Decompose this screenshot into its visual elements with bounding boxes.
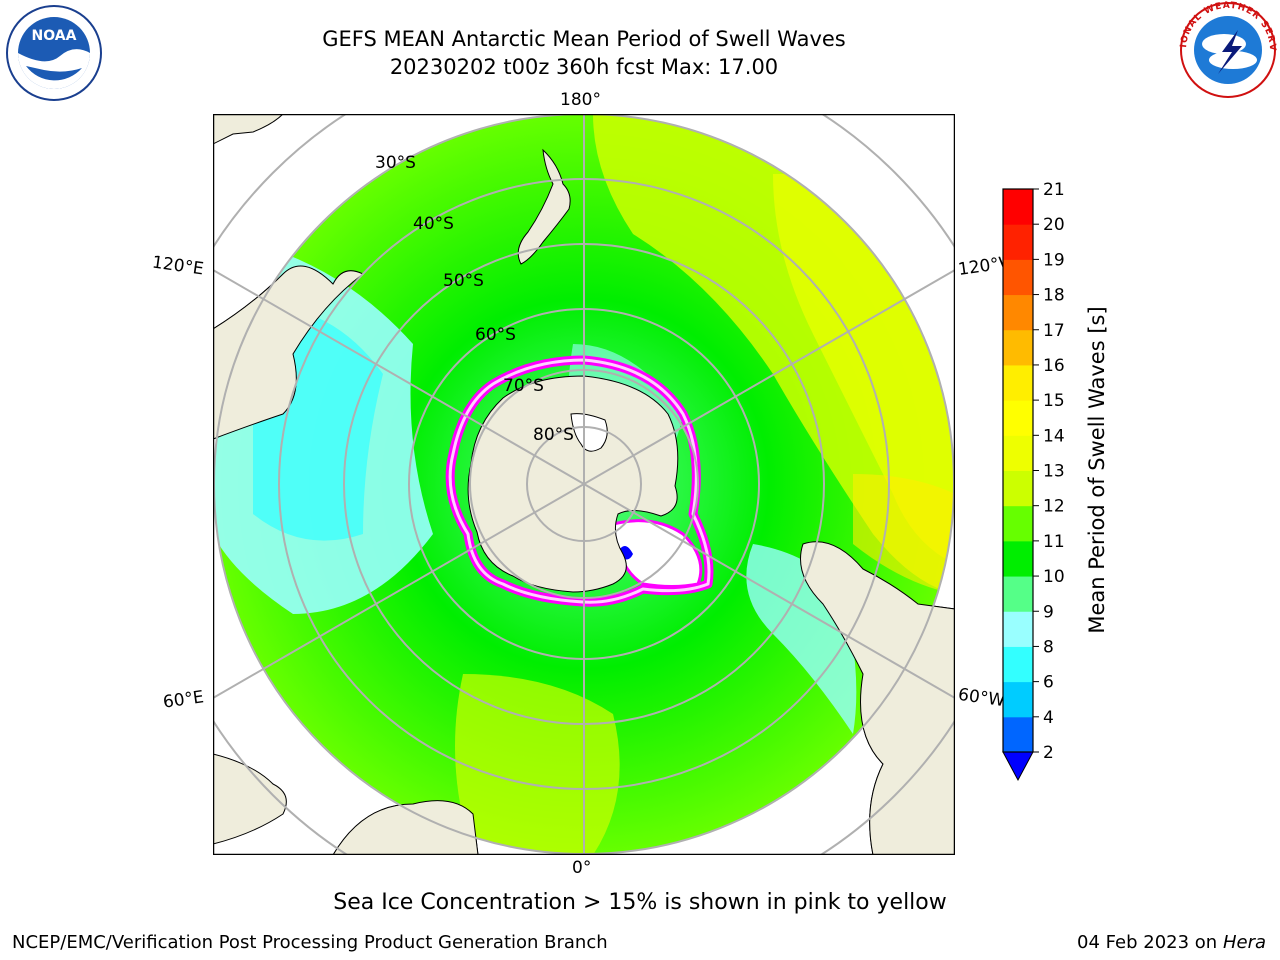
land-new-zealand xyxy=(517,148,571,265)
lat-label-60s: 60°S xyxy=(475,325,516,345)
colorbar-swatch xyxy=(1003,329,1033,366)
map-frame xyxy=(213,114,955,855)
colorbar-swatch xyxy=(1003,611,1033,647)
colorbar-under-triangle xyxy=(1002,751,1034,782)
colorbar-swatch xyxy=(1003,646,1033,683)
lon-label-lower-left: 60°E xyxy=(161,687,206,713)
colorbar-tick-label: 21 xyxy=(1043,180,1065,200)
colorbar-tick-label: 12 xyxy=(1043,497,1065,517)
colorbar-swatch xyxy=(1003,540,1033,577)
colorbar-tick-label: 15 xyxy=(1043,391,1065,411)
lat-label-80s: 80°S xyxy=(533,425,574,445)
colorbar-tick-label: 10 xyxy=(1043,567,1065,587)
nws-logo: NATIONAL WEATHER SERVICE xyxy=(1178,0,1276,98)
map-panel: 30°S 40°S 50°S 60°S 70°S 80°S xyxy=(213,114,955,855)
colorbar-swatch xyxy=(1003,716,1033,753)
chart-subtitle: 20230202 t00z 360h fcst Max: 17.00 xyxy=(389,55,779,79)
lon-label-upper-left: 120°E xyxy=(150,252,205,280)
colorbar-swatch xyxy=(1003,470,1033,507)
lat-label-30s: 30°S xyxy=(375,153,416,173)
lat-label-40s: 40°S xyxy=(413,214,454,234)
colorbar-tick-label: 19 xyxy=(1043,250,1065,270)
colorbar-tick-label: 20 xyxy=(1043,215,1065,235)
footer-date: 04 Feb 2023 on Hera xyxy=(1077,932,1266,953)
colorbar-tick-label: 9 xyxy=(1043,602,1054,622)
sea-ice-weddell xyxy=(611,519,703,588)
colorbar-swatch xyxy=(1003,224,1033,260)
colorbar-swatch xyxy=(1003,681,1033,718)
colorbar-swatch xyxy=(1003,400,1033,436)
colorbar-tick-label: 18 xyxy=(1043,286,1065,306)
colorbar-swatch xyxy=(1003,364,1033,401)
noaa-logo: NOAA xyxy=(6,5,102,101)
colorbar-tick-label: 4 xyxy=(1043,708,1054,728)
land-antarctica xyxy=(467,375,679,593)
lon-label-bottom: 0° xyxy=(572,858,592,878)
colorbar-tick-label: 11 xyxy=(1043,532,1065,552)
colorbar-tick-label: 8 xyxy=(1043,637,1054,657)
lon-label-top: 180° xyxy=(560,90,601,110)
colorbar-swatch xyxy=(1003,505,1033,542)
colorbar-swatch xyxy=(1003,189,1033,225)
colorbar-swatch xyxy=(1003,294,1033,331)
colorbar-swatches xyxy=(1003,189,1033,753)
lat-label-70s: 70°S xyxy=(503,376,544,396)
footer-machine: Hera xyxy=(1222,932,1266,953)
sea-ice-note: Sea Ice Concentration > 15% is shown in … xyxy=(333,890,947,915)
colorbar-swatch xyxy=(1003,259,1033,296)
colorbar-tick-label: 2 xyxy=(1043,743,1054,763)
colorbar-label: Mean Period of Swell Waves [s] xyxy=(1085,306,1109,634)
footer-credit: NCEP/EMC/Verification Post Processing Pr… xyxy=(12,932,608,953)
colorbar-tick-label: 6 xyxy=(1043,673,1054,693)
colorbar-ticks: 2 4 6 8 9 10 11 12 13 14 15 16 17 18 19 20 21 xyxy=(1033,180,1065,763)
noaa-logo-text: NOAA xyxy=(32,28,77,44)
footer-date-text: 04 Feb 2023 on xyxy=(1077,932,1218,953)
lat-label-50s: 50°S xyxy=(443,271,484,291)
colorbar-tick-label: 17 xyxy=(1043,321,1065,341)
colorbar-tick-label: 14 xyxy=(1043,426,1065,446)
colorbar: 2 4 6 8 9 10 11 12 13 14 15 16 17 18 19 20 21 xyxy=(1002,180,1065,782)
colorbar-tick-label: 16 xyxy=(1043,356,1065,376)
colorbar-swatch xyxy=(1003,435,1033,471)
chart-title: GEFS MEAN Antarctic Mean Period of Swell… xyxy=(322,27,846,51)
colorbar-swatch xyxy=(1003,576,1033,612)
colorbar-tick-label: 13 xyxy=(1043,462,1065,482)
